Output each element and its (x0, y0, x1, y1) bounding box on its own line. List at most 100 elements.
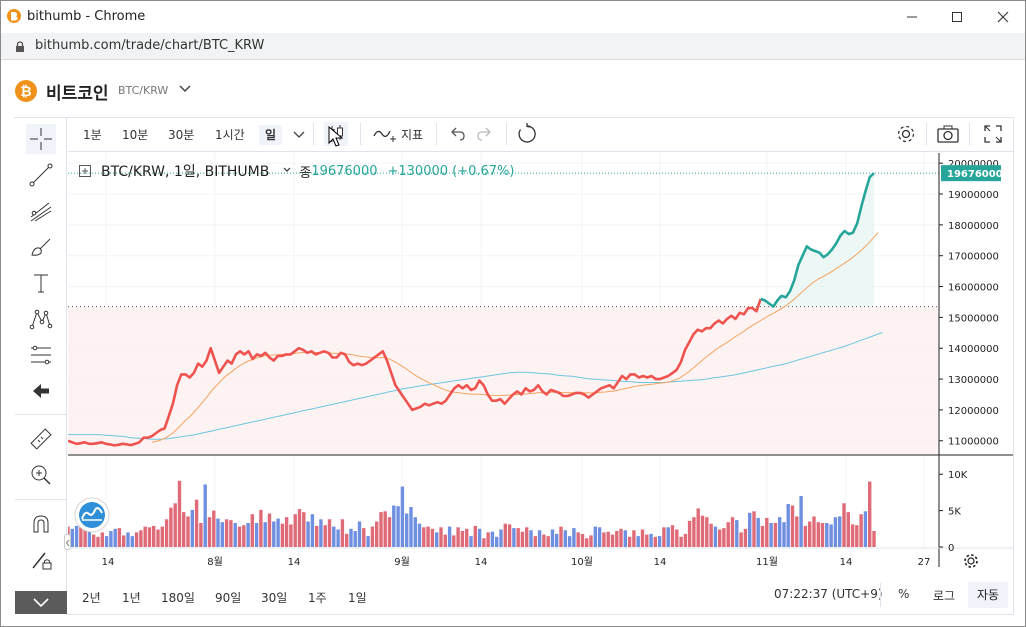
indicators-label[interactable]: 지표 (401, 128, 424, 142)
snapshot-button[interactable] (936, 122, 960, 146)
volume-bar (542, 534, 546, 547)
volume-bar (782, 522, 786, 547)
legend-symbol[interactable]: BTC/KRW, 1일, BITHUMB (101, 164, 270, 180)
pattern-tool[interactable] (15, 301, 67, 337)
chart-toolbar (68, 118, 1013, 152)
volume-bar (370, 526, 375, 547)
fullscreen-button[interactable] (981, 122, 1005, 146)
redo-button[interactable] (473, 122, 497, 146)
legend-close-label: 종 (299, 165, 312, 181)
percent-scale-button[interactable]: % (898, 587, 910, 601)
volume-bar (692, 517, 696, 547)
indicators-button[interactable] (373, 122, 397, 146)
volume-bar (220, 522, 224, 547)
volume-bar (503, 523, 507, 547)
price-axis-label: 18000000 (948, 221, 999, 232)
address-bar[interactable]: bithumb.com/trade/chart/BTC_KRW (1, 33, 1025, 60)
volume-bar (589, 535, 593, 547)
measure-tool[interactable] (15, 421, 67, 457)
volume-bar (306, 521, 310, 547)
volume-bar (550, 529, 555, 547)
lock-drawings-tool[interactable] (15, 542, 67, 578)
expand-legend-icon[interactable] (79, 165, 91, 177)
volume-bar (182, 512, 186, 547)
brush-tool[interactable] (15, 229, 67, 265)
range-1w[interactable]: 1주 (308, 591, 327, 605)
volume-bar (846, 512, 850, 547)
volume-bar (739, 532, 743, 547)
volume-bar (456, 527, 460, 547)
interval-1h[interactable]: 1시간 (215, 128, 245, 142)
minimize-button[interactable] (889, 1, 935, 33)
volume-bar (683, 533, 688, 547)
volume-bar (109, 531, 113, 547)
time-axis-label: 14 (840, 557, 853, 568)
settings-button[interactable] (894, 122, 918, 146)
volume-bar (748, 512, 752, 547)
interval-1m[interactable]: 1분 (83, 128, 102, 142)
reset-chart-button[interactable] (515, 122, 539, 146)
chevron-down-icon[interactable] (293, 131, 305, 139)
toolbar-collapse-button[interactable] (15, 591, 67, 614)
maximize-button[interactable] (934, 1, 980, 33)
volume-bar (743, 528, 748, 547)
range-180d[interactable]: 180일 (161, 591, 195, 605)
chart-provider-logo-icon[interactable] (74, 497, 110, 533)
time-axis-label: 14 (475, 557, 488, 568)
interval-30m[interactable]: 30분 (168, 128, 195, 142)
auto-scale-button[interactable]: 자동 (968, 582, 1008, 608)
text-tool[interactable] (15, 265, 67, 301)
volume-bar (597, 527, 602, 547)
trend-line-tool[interactable] (15, 157, 67, 193)
chevron-down-icon[interactable] (179, 85, 191, 93)
volume-bar (773, 523, 778, 547)
volume-bar (164, 519, 169, 547)
volume-bar (718, 529, 722, 547)
range-90d[interactable]: 90일 (215, 591, 242, 605)
volume-bar (293, 514, 297, 547)
pane-collapse-handle[interactable] (64, 534, 71, 550)
volume-bar (447, 526, 452, 547)
volume-bar (580, 533, 585, 547)
undo-button[interactable] (445, 122, 469, 146)
arrow-tool[interactable] (15, 373, 67, 409)
coin-pair[interactable]: BTC/KRW (118, 84, 169, 97)
toolbar-separator (880, 583, 881, 607)
volume-bar (790, 505, 795, 547)
fib-tool[interactable] (15, 337, 67, 373)
volume-bar (606, 531, 610, 547)
price-chart[interactable]: 20000000 19000000 18000000 17000000 16000000… (68, 153, 1013, 579)
minimize-icon (907, 16, 917, 18)
price-line-up (760, 172, 875, 308)
text-icon (34, 274, 48, 293)
close-button[interactable] (980, 1, 1025, 33)
magnet-tool[interactable] (15, 506, 67, 542)
coin-name[interactable]: 비트코인 (46, 84, 109, 104)
range-30d[interactable]: 30일 (261, 591, 288, 605)
time-axis-label: 8월 (207, 556, 223, 568)
volume-bar (632, 530, 636, 547)
pitchfork-tool[interactable] (15, 193, 67, 229)
legend-close-value: 19676000 (311, 163, 378, 179)
range-2y[interactable]: 2년 (82, 591, 101, 605)
volume-bar (709, 523, 713, 547)
volume-bar (362, 528, 366, 547)
clock-text[interactable]: 07:22:37 (UTC+9) (774, 587, 883, 601)
range-1d[interactable]: 1일 (348, 591, 367, 605)
crosshair-tool[interactable] (15, 121, 67, 157)
range-1y[interactable]: 1년 (122, 591, 141, 605)
volume-bar (786, 504, 790, 547)
volume-bar (413, 517, 417, 547)
interval-10m[interactable]: 10분 (122, 128, 149, 142)
volume-bar (289, 524, 293, 547)
log-scale-button[interactable]: 로그 (933, 589, 956, 603)
interval-1d[interactable]: 일 (259, 125, 283, 145)
zoom-tool[interactable] (15, 457, 67, 493)
axis-settings-gear-icon[interactable] (964, 554, 978, 568)
price-axis-label: 19000000 (948, 190, 999, 201)
volume-bar (610, 534, 615, 547)
redo-icon (477, 127, 491, 141)
volume-bar (302, 512, 306, 547)
chevron-down-icon[interactable] (283, 167, 291, 173)
time-axis-label: 10월 (571, 556, 593, 568)
